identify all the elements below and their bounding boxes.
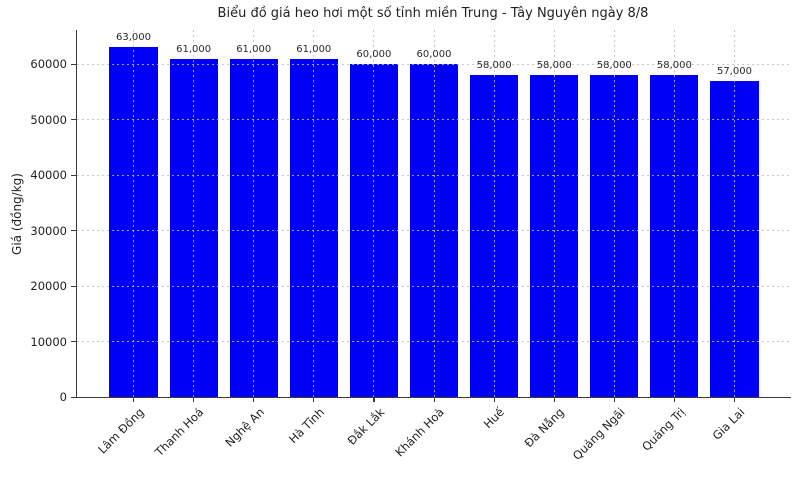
y-tick-mark [71, 230, 76, 232]
y-tick-mark [71, 63, 76, 65]
bar-value-label: 60,000 [416, 49, 452, 61]
x-tick-label: Quảng Trị [638, 405, 688, 454]
x-tick-mark [493, 397, 495, 402]
y-tick-label: 10000 [30, 334, 67, 349]
gridline-vertical [193, 30, 195, 397]
gridline-vertical [734, 30, 735, 397]
gridline-vertical [253, 30, 255, 397]
bar-value-label: 58,000 [476, 60, 512, 72]
x-tick-mark [613, 397, 615, 402]
y-tick-label: 0 [59, 390, 67, 404]
x-tick-label: Đà Nẵng [521, 405, 568, 451]
y-tick-mark [71, 396, 76, 398]
x-tick-mark [553, 397, 555, 402]
x-tick-mark [734, 397, 736, 402]
y-tick-label: 50000 [30, 112, 67, 127]
bar-value-label: 58,000 [536, 60, 572, 72]
gridline-vertical [553, 30, 555, 397]
gridline-vertical [132, 30, 134, 397]
gridline-vertical [373, 30, 375, 397]
x-tick-label: Huế [480, 405, 508, 432]
bar-value-label: 61,000 [296, 43, 332, 55]
x-tick-label: Thanh Hoá [152, 405, 207, 459]
gridline-vertical [493, 30, 495, 397]
x-tick-label: Hà Tĩnh [285, 405, 327, 447]
x-tick-label: Lâm Đồng [94, 405, 147, 457]
x-tick-mark [193, 397, 195, 402]
bar-value-label: 58,000 [656, 60, 692, 72]
y-axis-label: Giá (đồng/kg) [10, 172, 24, 255]
y-tick-mark [71, 341, 76, 343]
x-tick-label: Đắk Lắk [344, 405, 387, 448]
x-tick-mark [253, 397, 255, 402]
x-tick-label: Gia Lai [709, 405, 748, 443]
gridline-vertical [313, 30, 315, 397]
x-tick-mark [673, 397, 676, 402]
gridline-vertical [673, 30, 675, 397]
x-tick-mark [433, 397, 435, 402]
gridline-vertical [433, 30, 435, 397]
x-tick-label: Khánh Hoà [392, 405, 447, 460]
bar-value-label: 58,000 [596, 60, 632, 72]
y-tick-label: 40000 [30, 168, 67, 183]
x-tick-mark [373, 397, 375, 402]
bar-value-label: 61,000 [176, 43, 212, 55]
y-tick-mark [71, 285, 76, 287]
chart-title: Biểu đồ giá heo hơi một số tỉnh miền Tru… [217, 6, 649, 21]
y-tick-mark [71, 119, 76, 121]
y-tick-mark [71, 174, 76, 176]
y-tick-label: 20000 [30, 279, 67, 294]
x-tick-mark [132, 397, 135, 402]
bar-value-label: 61,000 [236, 43, 272, 55]
plot-area: 0 10000 20000 30000 40000 50000 60000 63,000 Lâm… [30, 30, 791, 463]
x-tick-label: Nghệ An [221, 405, 267, 450]
x-tick-mark [313, 397, 315, 402]
y-tick-label: 60000 [30, 57, 67, 72]
bar-value-label: 60,000 [356, 49, 392, 61]
bar-value-label: 63,000 [115, 32, 151, 44]
bar-value-label: 57,000 [717, 65, 752, 77]
x-tick-label: Quảng Ngãi [569, 405, 628, 463]
y-tick-label: 30000 [30, 223, 67, 238]
gridline-vertical [613, 30, 615, 397]
